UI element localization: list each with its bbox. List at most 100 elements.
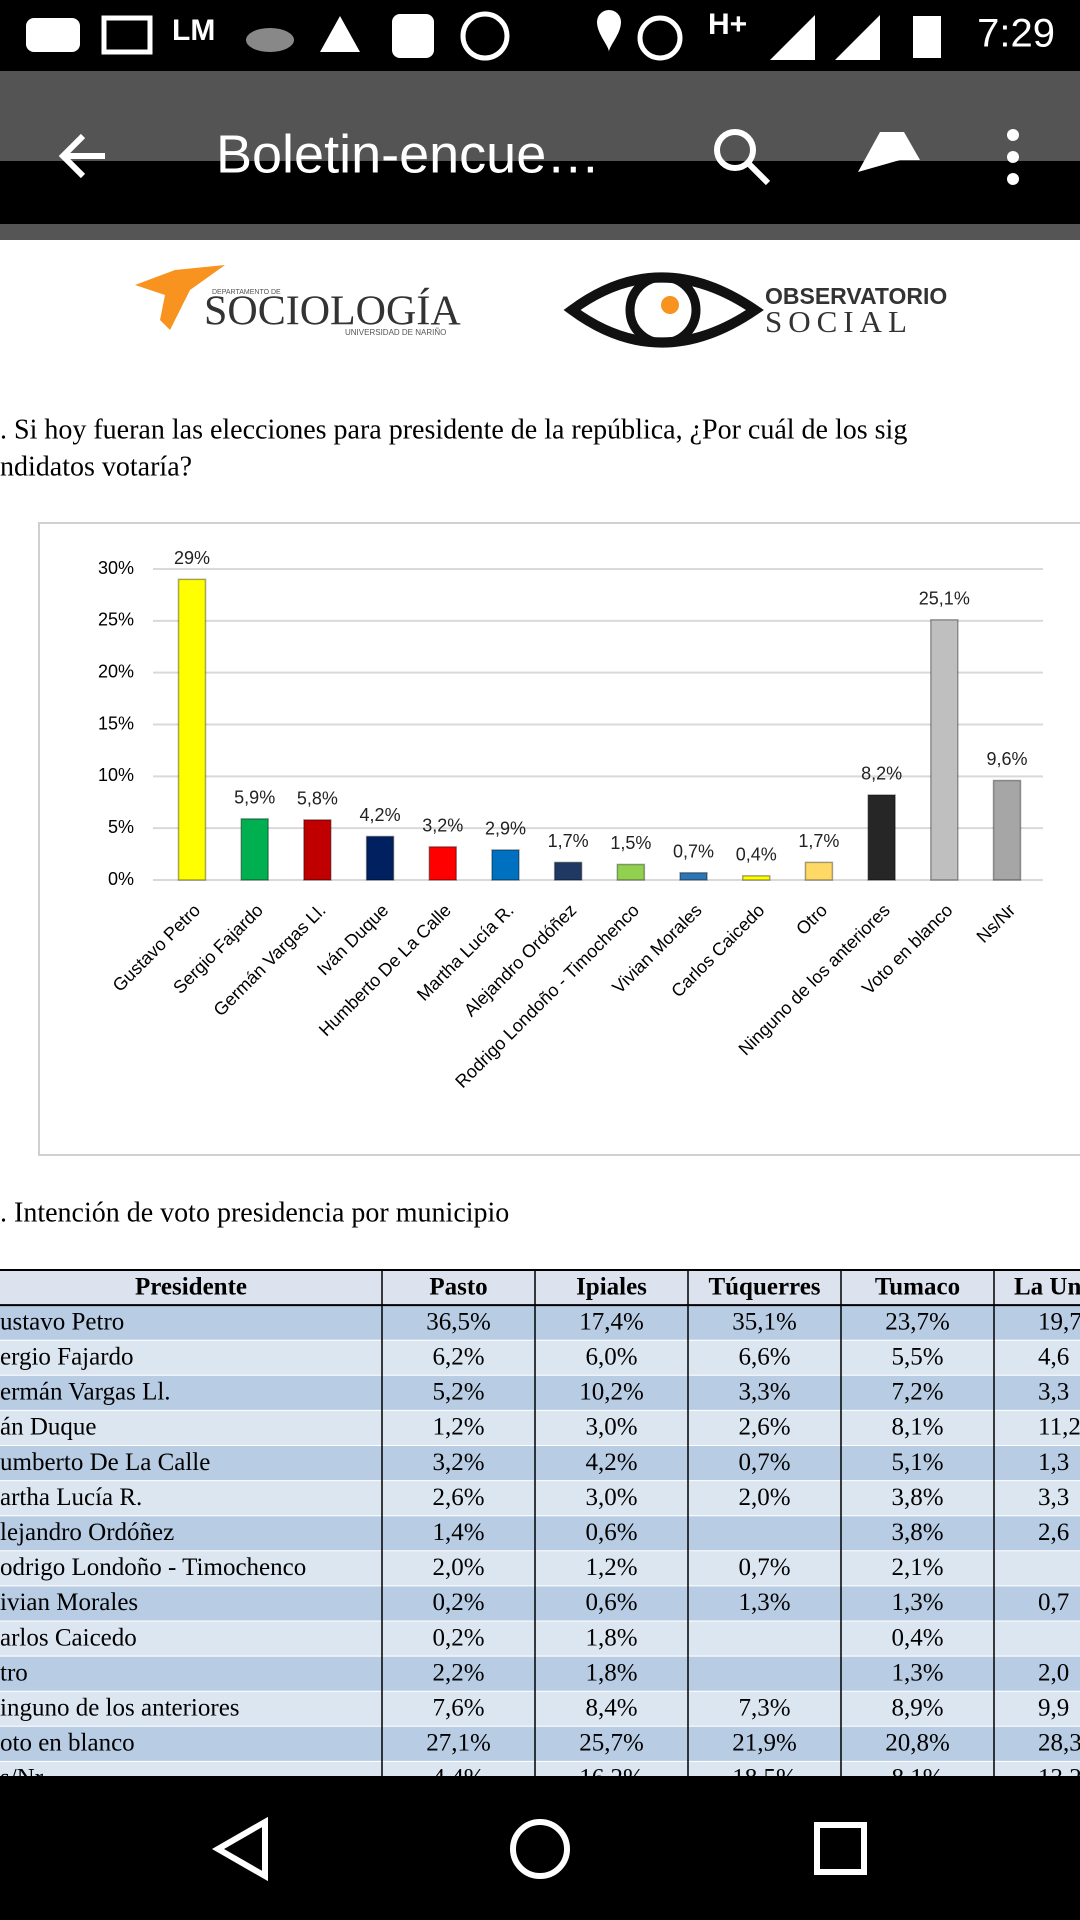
bar <box>553 861 583 881</box>
table-cell: 6,2% <box>432 1343 484 1370</box>
table-cell: 13,2 <box>1038 1765 1080 1792</box>
value-label: 0,4% <box>736 845 777 865</box>
table-cell: 1,3% <box>891 1659 943 1686</box>
bar <box>930 619 959 881</box>
table-cell: 23,7% <box>885 1308 950 1335</box>
table-cell: ivian Morales <box>0 1589 138 1616</box>
table-cell: 0,6% <box>585 1519 637 1546</box>
nav-home[interactable] <box>510 1819 570 1879</box>
table-row <box>0 1480 1080 1516</box>
table-row <box>0 1585 1080 1621</box>
table-cell: 8,9% <box>891 1694 943 1721</box>
table-row <box>0 1621 1080 1657</box>
table-cell: 2,6% <box>738 1414 790 1441</box>
table-cell: 11,2 <box>1038 1414 1080 1441</box>
table-cell: tro <box>0 1659 28 1686</box>
table-cell: 2,6% <box>432 1484 484 1511</box>
table-cell: 1,3 <box>1038 1449 1069 1476</box>
table-header-cell: Ipiales <box>576 1273 647 1300</box>
table-cell: 19,7 <box>1038 1308 1080 1335</box>
table-row <box>0 1270 1080 1306</box>
table-row <box>0 1305 1080 1341</box>
bar <box>867 794 896 881</box>
table-cell: 6,6% <box>738 1343 790 1370</box>
bar <box>992 779 1022 881</box>
table-cell: 21,9% <box>732 1730 797 1757</box>
bar <box>240 818 269 881</box>
table-cell: oto en blanco <box>0 1730 135 1757</box>
table-cell: 10,2% <box>579 1379 644 1406</box>
logo-text: SOCIOLOGÍA <box>204 288 461 335</box>
table-cell: 20,8% <box>885 1730 950 1757</box>
table-cell: umberto De La Calle <box>0 1449 210 1476</box>
table-cell: 6,0% <box>585 1343 637 1370</box>
table-row <box>0 1340 1080 1376</box>
logo-text: OBSERVATORIO <box>765 283 947 309</box>
table-cell: 0,4% <box>891 1624 943 1651</box>
table-cell: 1,3% <box>891 1589 943 1616</box>
y-tick-label: 10% <box>98 765 134 785</box>
bar <box>491 849 520 881</box>
table-cell: 7,2% <box>891 1379 943 1406</box>
bar <box>616 863 646 881</box>
app-title: Boletin-encue… <box>216 124 600 184</box>
drive-button[interactable] <box>858 132 920 172</box>
y-tick-label: 15% <box>98 713 134 733</box>
y-tick-label: 30% <box>98 558 134 578</box>
search-button[interactable] <box>714 129 771 186</box>
question-text: ndidatos votaría? <box>0 451 192 482</box>
table-cell: artha Lucía R. <box>0 1484 142 1511</box>
value-label: 8,2% <box>861 764 902 784</box>
table-cell: arlos Caicedo <box>0 1624 137 1651</box>
value-label: 0,7% <box>673 841 714 861</box>
table-header-cell: La Un <box>1014 1273 1080 1300</box>
bar <box>303 819 332 881</box>
bar <box>177 578 207 881</box>
table-cell: 5,5% <box>891 1343 943 1370</box>
table-cell: 3,3 <box>1038 1379 1069 1406</box>
table-cell: 25,7% <box>579 1730 644 1757</box>
table-cell: 2,1% <box>891 1554 943 1581</box>
table-cell: 2,0 <box>1038 1659 1069 1686</box>
table-cell: ergio Fajardo <box>0 1343 134 1370</box>
more-button[interactable] <box>1007 129 1019 185</box>
carrier: LM <box>172 14 215 47</box>
table-header-cell: Tumaco <box>875 1273 960 1300</box>
bar <box>804 861 834 881</box>
table-cell: odrigo Londoño - Timochenco <box>0 1554 306 1581</box>
table-row <box>0 1691 1080 1727</box>
table-cell: 1,2% <box>432 1414 484 1441</box>
table-cell: 0,7 <box>1038 1589 1069 1616</box>
table-cell: 2,6 <box>1038 1519 1069 1546</box>
value-label: 4,2% <box>360 805 401 825</box>
nav-back[interactable] <box>211 1816 268 1882</box>
question-text: . Si hoy fueran las elecciones para pres… <box>0 414 907 445</box>
table-cell: 17,4% <box>579 1308 644 1335</box>
table-cell: 3,0% <box>585 1414 637 1441</box>
table-row <box>0 1761 1080 1776</box>
table-cell: 9,9 <box>1038 1694 1069 1721</box>
chart-frame <box>38 522 1080 1156</box>
table-cell: 5,1% <box>891 1449 943 1476</box>
table-cell: 0,7% <box>738 1449 790 1476</box>
back-button[interactable] <box>58 133 105 179</box>
table-cell: 18,5% <box>732 1765 797 1792</box>
value-label: 5,9% <box>234 788 275 808</box>
status-icons: LM H+ 7:29 <box>26 8 1055 61</box>
table-cell: 1,4% <box>432 1519 484 1546</box>
table-cell: 3,2% <box>432 1449 484 1476</box>
table-cell: ustavo Petro <box>0 1308 124 1335</box>
table-cell: 36,5% <box>426 1308 491 1335</box>
table-cell: 8,1% <box>891 1414 943 1441</box>
y-tick-label: 5% <box>108 817 134 837</box>
table-cell: 8,4% <box>585 1694 637 1721</box>
divider <box>0 224 1080 240</box>
table-cell: 7,6% <box>432 1694 484 1721</box>
table-cell: 28,3 <box>1038 1730 1080 1757</box>
logo-text: SOCIAL <box>765 304 913 339</box>
table-cell: 1,3% <box>738 1589 790 1616</box>
logo-observatorio: OBSERVATORIO SOCIAL <box>563 272 947 348</box>
nav-recents[interactable] <box>814 1822 867 1875</box>
